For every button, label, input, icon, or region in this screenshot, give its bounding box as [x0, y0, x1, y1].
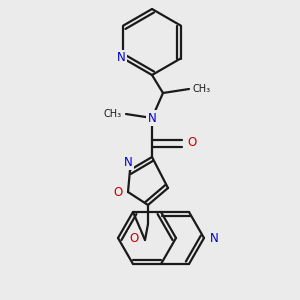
Text: O: O — [188, 136, 196, 149]
Text: O: O — [129, 232, 139, 244]
Text: N: N — [117, 51, 126, 64]
Text: N: N — [124, 155, 132, 169]
Text: CH₃: CH₃ — [104, 109, 122, 119]
Text: N: N — [210, 232, 218, 244]
Text: O: O — [113, 187, 123, 200]
Text: CH₃: CH₃ — [193, 84, 211, 94]
Text: N: N — [148, 112, 156, 124]
